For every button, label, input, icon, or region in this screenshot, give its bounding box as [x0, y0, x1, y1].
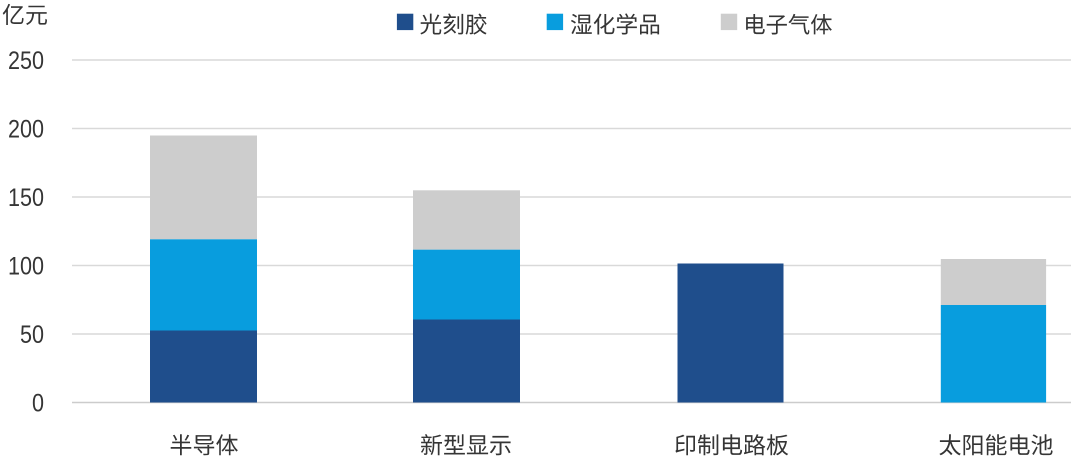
svg-text:150: 150: [8, 184, 44, 212]
svg-text:250: 250: [8, 47, 44, 75]
svg-text:0: 0: [32, 390, 44, 418]
svg-text:200: 200: [8, 116, 44, 144]
svg-text:100: 100: [8, 253, 44, 281]
svg-text:50: 50: [20, 321, 44, 349]
